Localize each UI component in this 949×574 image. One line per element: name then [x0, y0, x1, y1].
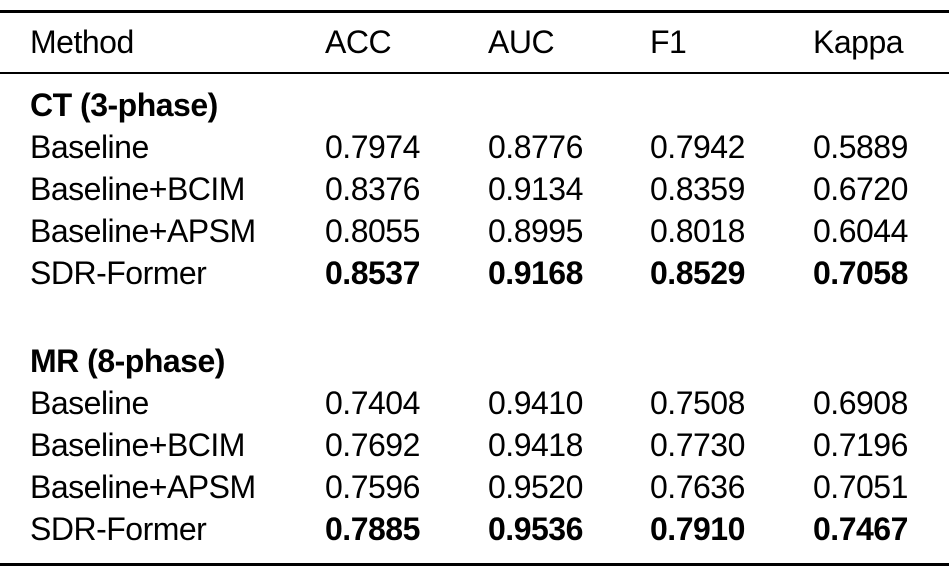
auc-cell: 0.9536	[488, 510, 583, 547]
acc-cell: 0.8055	[325, 212, 420, 249]
acc-cell: 0.8376	[325, 170, 420, 207]
kappa-cell: 0.6044	[813, 212, 908, 249]
kappa-cell: 0.7196	[813, 426, 908, 463]
method-cell: SDR-Former	[30, 510, 207, 547]
method-cell: Baseline+APSM	[30, 212, 256, 249]
f1-cell: 0.8359	[650, 170, 745, 207]
kappa-cell: 0.6720	[813, 170, 908, 207]
acc-cell: 0.7596	[325, 468, 420, 505]
column-header-f1: F1	[650, 24, 687, 60]
method-cell: Baseline	[30, 128, 149, 165]
auc-cell: 0.9134	[488, 170, 583, 207]
f1-cell: 0.8529	[650, 254, 745, 291]
table-row: Baseline+APSM 0.7596 0.9520 0.7636 0.705…	[0, 466, 949, 508]
table-header-row: Method ACC AUC F1 Kappa	[0, 13, 949, 72]
top-rule	[0, 10, 949, 13]
method-cell: Baseline+BCIM	[30, 170, 245, 207]
f1-cell: 0.7730	[650, 426, 745, 463]
table-row: SDR-Former 0.8537 0.9168 0.8529 0.7058	[0, 252, 949, 294]
section-title: CT (3-phase)	[30, 86, 218, 123]
f1-cell: 0.8018	[650, 212, 745, 249]
auc-cell: 0.9410	[488, 384, 583, 421]
table-row: Baseline+BCIM 0.8376 0.9134 0.8359 0.672…	[0, 168, 949, 210]
method-cell: Baseline	[30, 384, 149, 421]
kappa-cell: 0.7051	[813, 468, 908, 505]
header-rule	[0, 72, 949, 74]
auc-cell: 0.8995	[488, 212, 583, 249]
section-title: MR (8-phase)	[30, 342, 225, 379]
kappa-cell: 0.7058	[813, 254, 908, 291]
method-cell: Baseline+BCIM	[30, 426, 245, 463]
method-cell: Baseline+APSM	[30, 468, 256, 505]
column-header-kappa: Kappa	[813, 24, 904, 60]
f1-cell: 0.7636	[650, 468, 745, 505]
acc-cell: 0.7974	[325, 128, 420, 165]
table-row: SDR-Former 0.7885 0.9536 0.7910 0.7467	[0, 508, 949, 550]
table-row: Baseline+BCIM 0.7692 0.9418 0.7730 0.719…	[0, 424, 949, 466]
acc-cell: 0.8537	[325, 254, 420, 291]
column-header-acc: ACC	[325, 24, 392, 60]
kappa-cell: 0.5889	[813, 128, 908, 165]
auc-cell: 0.9168	[488, 254, 583, 291]
auc-cell: 0.8776	[488, 128, 583, 165]
section-header-mr: MR (8-phase)	[0, 340, 949, 382]
kappa-cell: 0.7467	[813, 510, 908, 547]
acc-cell: 0.7885	[325, 510, 420, 547]
f1-cell: 0.7910	[650, 510, 745, 547]
acc-cell: 0.7692	[325, 426, 420, 463]
acc-cell: 0.7404	[325, 384, 420, 421]
auc-cell: 0.9418	[488, 426, 583, 463]
bottom-rule	[0, 563, 949, 566]
auc-cell: 0.9520	[488, 468, 583, 505]
column-header-method: Method	[30, 24, 134, 60]
table-row: Baseline+APSM 0.8055 0.8995 0.8018 0.604…	[0, 210, 949, 252]
f1-cell: 0.7508	[650, 384, 745, 421]
table-row: Baseline 0.7974 0.8776 0.7942 0.5889	[0, 126, 949, 168]
method-cell: SDR-Former	[30, 254, 207, 291]
column-header-auc: AUC	[488, 24, 555, 60]
kappa-cell: 0.6908	[813, 384, 908, 421]
f1-cell: 0.7942	[650, 128, 745, 165]
table-row: Baseline 0.7404 0.9410 0.7508 0.6908	[0, 382, 949, 424]
section-header-ct: CT (3-phase)	[0, 84, 949, 126]
